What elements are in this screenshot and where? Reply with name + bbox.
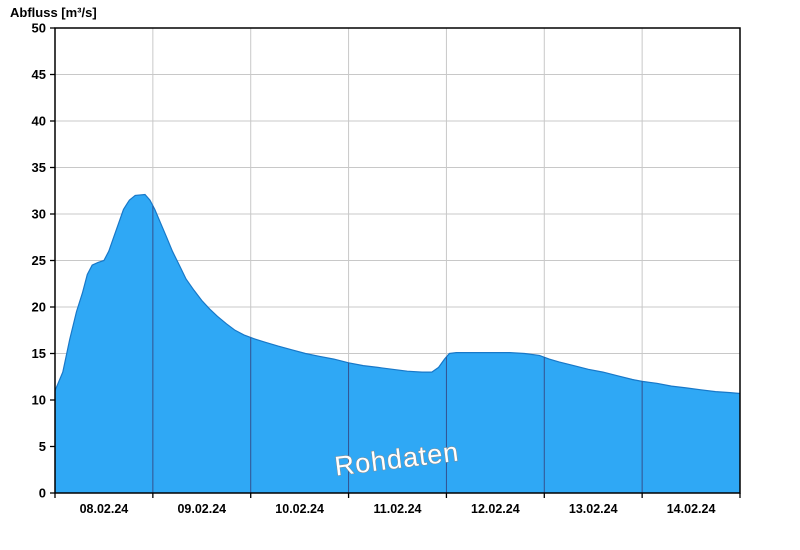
x-tick-label: 14.02.24	[667, 502, 716, 516]
x-tick-label: 13.02.24	[569, 502, 618, 516]
x-tick-label: 09.02.24	[177, 502, 226, 516]
y-tick-label: 35	[32, 160, 46, 175]
y-tick-label: 15	[32, 346, 46, 361]
y-tick-label: 20	[32, 300, 46, 315]
y-tick-label: 0	[39, 486, 46, 501]
y-tick-label: 50	[32, 21, 46, 36]
y-tick-label: 30	[32, 207, 46, 222]
y-tick-label: 40	[32, 114, 46, 129]
y-tick-label: 45	[32, 67, 46, 82]
series-edge-line	[54, 193, 741, 395]
y-tick-label: 5	[39, 439, 46, 454]
x-tick-label: 11.02.24	[374, 502, 422, 516]
area-series	[55, 194, 740, 493]
y-axis-title: Abfluss [m³/s]	[10, 5, 97, 20]
y-tick-label: 10	[32, 393, 46, 408]
x-tick-label: 08.02.24	[80, 502, 129, 516]
x-tick-label: 10.02.24	[275, 502, 324, 516]
y-tick-label: 25	[32, 253, 46, 268]
x-tick-label: 12.02.24	[471, 502, 520, 516]
